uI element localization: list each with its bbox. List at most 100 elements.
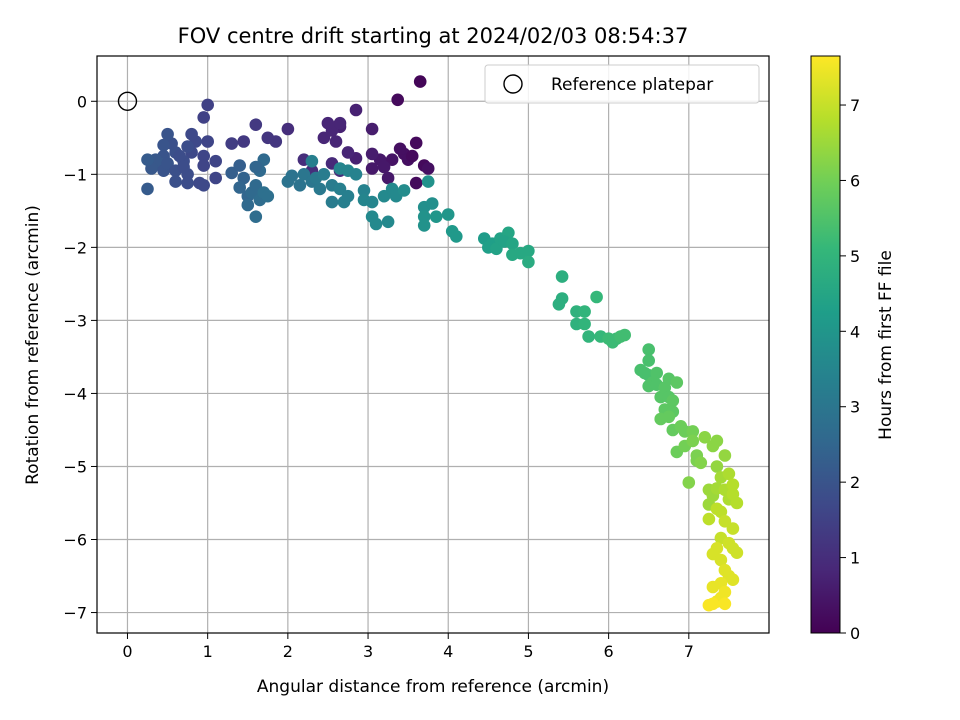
data-point xyxy=(578,317,591,331)
data-point xyxy=(409,176,423,190)
data-point xyxy=(698,431,712,444)
data-point xyxy=(293,179,307,192)
data-point xyxy=(377,160,391,174)
colorbar-tick-label: 6 xyxy=(850,171,860,190)
y-tick-label: −3 xyxy=(63,311,87,330)
data-point xyxy=(197,179,210,192)
data-point xyxy=(141,182,154,196)
data-point xyxy=(173,149,186,163)
colorbar-label: Hours from first FF file xyxy=(876,250,896,440)
data-point xyxy=(522,255,535,269)
data-point xyxy=(590,290,603,304)
data-point xyxy=(397,184,411,197)
data-point xyxy=(349,168,363,181)
legend-entry-label: Reference platepar xyxy=(551,75,713,95)
data-point xyxy=(710,434,724,448)
data-point xyxy=(450,230,463,243)
data-point xyxy=(357,184,371,197)
data-point xyxy=(642,343,655,356)
data-point xyxy=(552,298,566,311)
x-tick-label: 0 xyxy=(122,642,132,661)
x-tick-label: 1 xyxy=(203,642,213,661)
colorbar-tick-label: 4 xyxy=(850,322,860,341)
data-point xyxy=(425,197,439,210)
colorbar: 0 1 2 3 4 5 6 7 Hours from first FF file xyxy=(810,55,896,643)
data-point xyxy=(377,189,391,203)
data-point xyxy=(730,546,744,559)
data-point xyxy=(257,153,271,166)
colorbar-tick-label: 1 xyxy=(850,549,860,568)
data-point xyxy=(237,135,250,148)
data-point xyxy=(249,210,263,223)
data-point xyxy=(726,522,740,535)
data-point xyxy=(321,116,335,130)
data-point xyxy=(333,116,347,130)
data-point xyxy=(181,176,194,190)
data-point xyxy=(702,512,716,526)
data-point xyxy=(249,179,263,192)
colorbar-frame xyxy=(810,55,841,634)
data-point xyxy=(385,153,399,166)
data-point xyxy=(209,171,222,185)
data-point xyxy=(555,270,569,283)
data-point xyxy=(726,478,740,492)
legend-marker-open-circle xyxy=(503,74,523,94)
data-point xyxy=(405,149,419,163)
y-tick-label: −4 xyxy=(63,384,87,403)
data-point xyxy=(650,366,663,380)
data-point xyxy=(141,153,154,166)
data-point xyxy=(285,169,299,183)
data-point xyxy=(181,140,194,153)
plot-frame xyxy=(96,55,770,634)
data-point xyxy=(169,175,182,188)
data-point xyxy=(670,376,684,389)
data-point xyxy=(391,93,405,107)
data-point xyxy=(662,410,676,424)
data-point xyxy=(225,166,238,180)
data-point xyxy=(341,189,355,203)
data-point xyxy=(694,456,708,470)
data-point xyxy=(365,162,379,175)
data-point xyxy=(365,122,379,136)
y-tick-label: −5 xyxy=(63,457,87,476)
x-tick-label: 2 xyxy=(283,642,293,661)
data-point xyxy=(642,354,655,367)
colorbar-tick-label: 2 xyxy=(850,473,860,492)
data-point xyxy=(365,195,379,209)
legend-box xyxy=(484,64,760,104)
data-point xyxy=(341,146,355,159)
data-point xyxy=(325,195,339,209)
x-tick-label: 4 xyxy=(443,642,453,661)
data-point xyxy=(666,394,680,408)
data-point xyxy=(161,157,174,170)
data-point xyxy=(730,496,744,510)
data-point xyxy=(209,154,222,168)
data-point xyxy=(197,149,210,163)
x-axis-ticks: 0 1 2 3 4 5 6 7 xyxy=(122,633,694,661)
data-point xyxy=(506,237,519,250)
data-point xyxy=(317,168,331,181)
data-point xyxy=(237,171,250,185)
y-tick-label: −2 xyxy=(63,238,87,257)
data-point xyxy=(313,182,327,196)
y-tick-label: 0 xyxy=(77,92,87,111)
data-point xyxy=(249,160,263,174)
chart-title: FOV centre drift starting at 2024/02/03 … xyxy=(178,24,689,48)
x-axis-label: Angular distance from reference (arcmin) xyxy=(257,677,609,697)
x-tick-label: 3 xyxy=(363,642,373,661)
data-point xyxy=(329,135,343,148)
data-point xyxy=(409,136,423,150)
data-point xyxy=(522,244,535,258)
data-point xyxy=(369,217,383,231)
data-point xyxy=(726,573,740,586)
data-point xyxy=(490,242,503,256)
colorbar-tick-label: 5 xyxy=(850,247,860,266)
legend: Reference platepar xyxy=(484,64,760,104)
data-point xyxy=(417,219,431,232)
data-point xyxy=(305,154,319,168)
data-point xyxy=(297,168,311,181)
data-point xyxy=(429,210,443,223)
colorbar-tick-label: 3 xyxy=(850,398,860,417)
data-point xyxy=(281,122,295,136)
